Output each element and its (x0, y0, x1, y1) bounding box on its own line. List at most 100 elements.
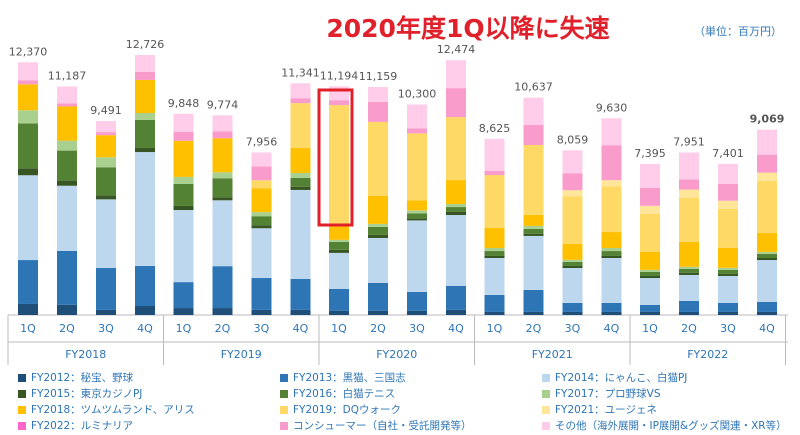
legend-swatch (542, 374, 550, 382)
bar-segment (212, 178, 233, 198)
bar-segment (368, 234, 388, 238)
bar-segment (329, 249, 349, 253)
bar-segment (135, 79, 155, 114)
bar-segment (57, 86, 77, 104)
bar-segment (640, 163, 660, 188)
legend-label: FY2019：DQウォーク (293, 404, 401, 416)
bar-segment (523, 235, 544, 290)
bar-segment (18, 80, 38, 85)
total-label: 9,774 (207, 98, 239, 111)
bar-segment (329, 100, 349, 106)
bar-segment (562, 302, 583, 312)
bar-segment (368, 237, 388, 283)
bar-segment (446, 215, 466, 286)
bar-segment (484, 175, 505, 228)
x-tick-label: 1Q (331, 322, 347, 335)
legend-label: FY2015：東京カジノPJ (31, 387, 142, 400)
bar-segment (251, 212, 272, 217)
bar-segment (290, 103, 311, 149)
bar-segment (212, 138, 233, 173)
legend-label: コンシューマー（自社・受託開発等） (293, 419, 472, 432)
total-label: 11,341 (281, 66, 320, 79)
legend-label: FY2021：ユージェネ (555, 404, 657, 416)
bar-segment (640, 213, 660, 252)
bar-segment (368, 223, 388, 227)
bar-segment (562, 173, 583, 191)
legend-label: FY2017：プロ野球VS (555, 387, 661, 400)
bar-segment (523, 124, 544, 146)
bar-segment (640, 187, 660, 206)
bar-segment (290, 148, 311, 173)
group-label: FY2018 (65, 348, 106, 361)
bar-segment (523, 225, 544, 229)
bar-segment (135, 147, 155, 153)
bar-segment (407, 220, 427, 292)
bar-segment (407, 218, 427, 221)
bar-segment (484, 255, 505, 258)
bar-segment (212, 197, 233, 201)
bar-segment (57, 106, 77, 141)
bar-segment (212, 308, 233, 315)
x-tick-label: 2Q (681, 322, 697, 335)
x-tick-label: 3Q (565, 322, 581, 335)
total-label: 9,848 (168, 97, 200, 110)
total-label: 9,630 (596, 101, 628, 114)
bar-segment (679, 274, 699, 301)
legend-label: その他（海外展開・IP展開&グッズ関連・XR等） (555, 419, 787, 432)
bar-segment (640, 275, 660, 279)
x-tick-label: 3Q (98, 322, 114, 335)
group-label: FY2019 (221, 348, 262, 361)
bar-segment (718, 311, 738, 315)
x-tick-label: 3Q (409, 322, 425, 335)
bar-segment (640, 278, 660, 305)
bar-segment (679, 311, 699, 315)
legend-swatch (542, 422, 550, 430)
total-label: 11,187 (48, 69, 87, 82)
bar-segment (484, 251, 505, 256)
legend-label: FY2022：ルミナリア (31, 420, 133, 432)
bar-segment (173, 131, 194, 141)
legend-label: FY2018：ツムツムランド、アリス (31, 404, 195, 416)
bar-segment (96, 132, 116, 136)
x-tick-label: 1Q (176, 322, 192, 335)
bar-segment (484, 257, 505, 295)
group-label: FY2022 (687, 348, 728, 361)
bar-segment (173, 205, 194, 211)
bar-segment (718, 183, 738, 201)
bar-segment (601, 186, 622, 233)
legend-swatch (542, 390, 550, 398)
bar-segment (718, 302, 738, 312)
bar-segment (446, 309, 466, 315)
bar-segment (407, 213, 427, 219)
bar-segment (135, 152, 155, 266)
bar-segment (446, 285, 466, 310)
legend-label: FY2013：黒猫、三国志 (293, 371, 406, 384)
legend-swatch (280, 390, 288, 398)
legend-label: FY2016：白猫テニス (293, 387, 395, 400)
bar-segment (18, 123, 38, 169)
x-tick-label: 2Q (59, 322, 75, 335)
bar-segment (96, 135, 116, 158)
total-label: 7,951 (673, 136, 705, 149)
bar-segment (562, 261, 583, 266)
bar-segment (757, 311, 777, 315)
bar-segment (368, 282, 388, 311)
bar-segment (135, 265, 155, 307)
bar-segment (18, 260, 38, 304)
bar-segment (446, 207, 466, 212)
bar-segment (329, 241, 349, 250)
legend-swatch (542, 406, 550, 414)
bar-segment (523, 289, 544, 312)
bar-segment (562, 311, 583, 315)
bar-segment (173, 113, 194, 132)
unit-label: （単位：百万円） (694, 24, 782, 38)
bar-segment (18, 62, 38, 81)
bar-segment (718, 163, 738, 184)
total-label: 7,401 (712, 147, 744, 160)
bar-segment (679, 272, 699, 275)
bar-segment (562, 190, 583, 197)
bar-segment (18, 168, 38, 176)
bar-segment (18, 110, 38, 124)
x-tick-label: 4Q (604, 322, 620, 335)
